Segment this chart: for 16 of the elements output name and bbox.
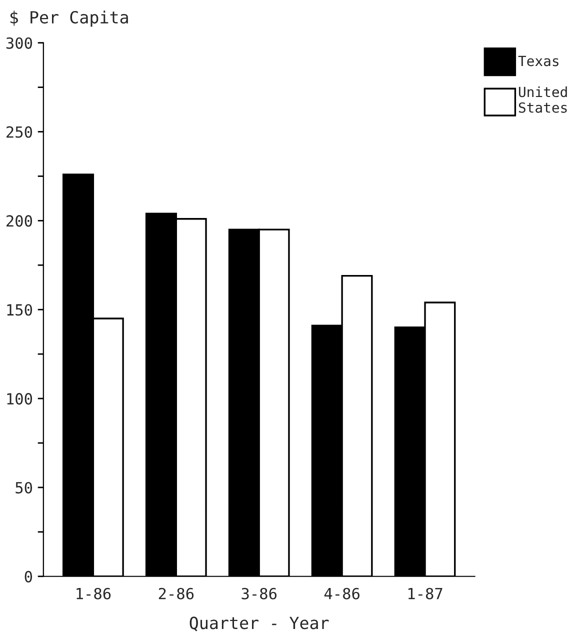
y-tick-label: 100 [7,393,32,405]
y-tick-label: 0 [24,570,32,582]
x-tick-label: 1-86 [76,588,111,600]
y-tick-label: 50 [16,482,32,494]
x-tick-label: 1-87 [408,588,442,600]
legend-label: Texas [518,56,558,66]
x-axis-title: Quarter - Year [190,616,329,632]
legend-label: United States [518,86,567,113]
y-tick-label: 150 [7,304,32,316]
y-tick-label: 250 [6,126,32,138]
x-tick-label: 3-86 [242,588,277,600]
y-tick-label: 300 [6,37,32,49]
y-tick-label: 200 [6,215,32,227]
x-tick-label: 4-86 [324,588,360,600]
y-axis-title: $ Per Capita [10,10,128,27]
x-tick-label: 2-86 [158,588,194,600]
